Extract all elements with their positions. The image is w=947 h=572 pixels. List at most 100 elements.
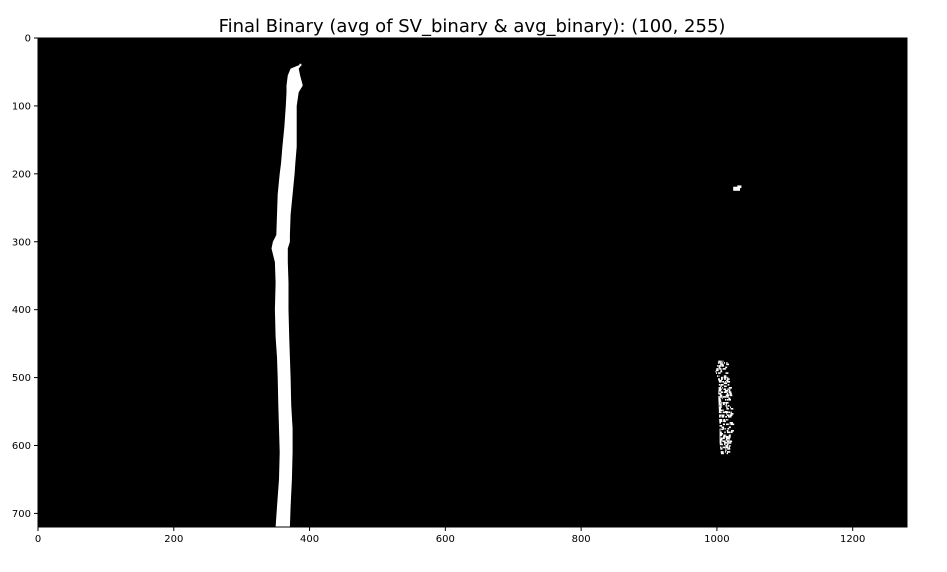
right-lane-fragment	[728, 397, 731, 400]
right-lane-fragment	[727, 442, 728, 444]
right-lane-fragment	[726, 414, 730, 417]
right-lane-fragment	[725, 449, 727, 452]
right-lane-fragment	[728, 439, 730, 441]
right-lane-fragment	[724, 362, 725, 364]
right-lane-fragment	[727, 431, 731, 434]
x-tick-label: 0	[35, 534, 41, 545]
right-lane-fragment	[726, 440, 730, 443]
right-lane-fragment	[720, 363, 724, 366]
right-lane-fragment	[718, 400, 722, 403]
right-lane-fragment	[724, 451, 726, 453]
y-tick-label: 600	[12, 441, 31, 452]
right-lane-fragment	[718, 379, 722, 382]
right-lane-fragment	[723, 376, 727, 379]
y-tick-label: 400	[12, 305, 31, 316]
left-lane-line	[271, 65, 303, 527]
right-lane-fragment	[719, 394, 723, 397]
right-lane-fragment	[716, 368, 719, 370]
right-lane-fragment	[725, 394, 730, 397]
right-lane-fragment	[723, 436, 726, 438]
right-lane-fragment	[729, 414, 733, 417]
right-lane-fragment	[726, 430, 729, 432]
right-lane-fragment	[722, 360, 724, 363]
right-lane-line	[715, 360, 735, 455]
right-lane-fragment	[728, 416, 731, 418]
right-lane-fragment	[718, 403, 722, 406]
right-lane-fragment	[720, 368, 722, 370]
right-lane-fragment	[722, 437, 725, 440]
right-lane-fragment	[725, 434, 727, 437]
right-lane-fragment	[724, 442, 727, 444]
right-lane-fragment	[719, 428, 721, 431]
x-tick-label: 800	[572, 534, 591, 545]
right-lane-fragment	[730, 413, 734, 415]
right-lane-fragment	[722, 446, 726, 449]
right-lane-fragment	[718, 381, 722, 383]
right-lane-fragment	[718, 396, 720, 398]
right-lane-fragment	[723, 375, 727, 377]
right-lane-fragment	[719, 431, 722, 434]
right-lane-fragment	[716, 372, 718, 374]
right-lane-fragment	[722, 402, 726, 404]
right-lane-fragment	[722, 440, 726, 443]
right-lane-fragment	[721, 365, 724, 367]
right-lane-fragment	[728, 411, 731, 414]
right-lane-fragment	[724, 378, 726, 380]
right-lane-fragment	[730, 440, 733, 443]
right-lane-fragment	[727, 384, 730, 386]
right-lane-fragment	[721, 397, 723, 400]
right-lane-fragment	[723, 428, 725, 430]
right-lane-fragment	[725, 402, 729, 404]
right-lane-fragment	[725, 403, 727, 406]
right-lane-fragment	[718, 365, 722, 367]
right-lane-fragment	[720, 451, 724, 453]
right-lane-fragment	[718, 388, 722, 390]
right-lane-fragment	[718, 368, 720, 370]
right-lane-fragment	[718, 392, 722, 395]
right-lane-fragment	[728, 434, 731, 437]
right-lane-fragment	[721, 426, 725, 429]
right-lane-fragment	[726, 391, 728, 393]
right-lane-fragment	[730, 422, 733, 424]
x-tick-label: 600	[436, 534, 455, 545]
right-lane-fragment	[717, 375, 718, 377]
right-lane-fragment	[730, 416, 732, 418]
right-lane-fragment	[726, 396, 729, 398]
right-lane-fragment	[730, 406, 731, 409]
right-lane-fragment	[729, 388, 731, 390]
y-tick-label: 100	[12, 101, 31, 112]
right-lane-fragment	[725, 448, 727, 450]
right-lane-fragment	[719, 434, 723, 437]
x-tick-label: 1200	[840, 534, 865, 545]
right-lane-fragment	[726, 437, 730, 440]
right-lane-fragment	[718, 389, 722, 392]
right-lane-fragment	[725, 381, 726, 383]
noise-speck	[737, 185, 742, 189]
right-lane-fragment	[719, 416, 721, 418]
right-lane-fragment	[715, 370, 717, 373]
right-lane-fragment	[718, 406, 722, 409]
right-lane-fragment	[727, 388, 729, 390]
right-lane-fragment	[719, 437, 721, 440]
y-tick-label: 300	[12, 237, 31, 248]
right-lane-fragment	[726, 399, 729, 401]
right-lane-fragment	[722, 403, 725, 406]
right-lane-fragment	[731, 423, 735, 426]
right-lane-fragment	[718, 372, 721, 374]
right-lane-fragment	[719, 414, 722, 417]
right-lane-fragment	[727, 405, 730, 407]
right-lane-fragment	[720, 384, 724, 386]
x-tick-label: 1000	[704, 534, 729, 545]
right-lane-fragment	[722, 409, 724, 412]
chart-title: Final Binary (avg of SV_binary & avg_bin…	[219, 16, 726, 37]
noise-speck	[299, 63, 302, 66]
right-lane-fragment	[719, 420, 723, 423]
right-lane-fragment	[722, 411, 726, 414]
right-lane-fragment	[724, 443, 726, 446]
right-lane-fragment	[718, 411, 722, 414]
right-lane-fragment	[724, 389, 729, 392]
right-lane-fragment	[719, 439, 723, 441]
right-lane-fragment	[719, 422, 721, 424]
right-lane-fragment	[719, 430, 721, 432]
right-lane-fragment	[724, 391, 727, 393]
